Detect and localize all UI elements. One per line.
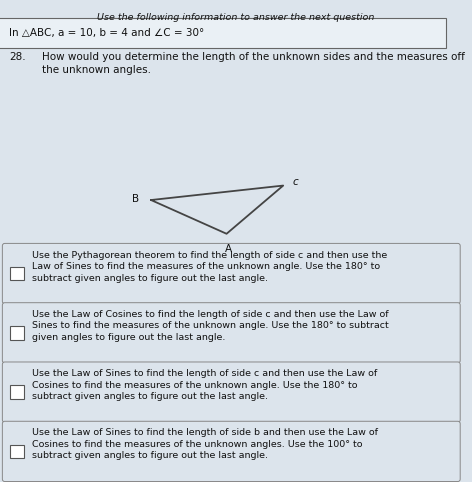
FancyBboxPatch shape: [2, 362, 460, 422]
Bar: [10, 386, 24, 399]
Text: How would you determine the length of the unknown sides and the measures off
the: How would you determine the length of th…: [42, 52, 465, 75]
Text: 28.: 28.: [9, 52, 26, 62]
FancyBboxPatch shape: [2, 243, 460, 304]
Text: Use the following information to answer the next question: Use the following information to answer …: [97, 13, 375, 23]
Bar: [10, 326, 24, 339]
FancyBboxPatch shape: [2, 303, 460, 363]
FancyBboxPatch shape: [0, 18, 446, 48]
Text: In △ABC, a = 10, b = 4 and ∠C = 30°: In △ABC, a = 10, b = 4 and ∠C = 30°: [9, 28, 205, 38]
Bar: [10, 444, 24, 458]
Text: A: A: [225, 244, 233, 254]
Bar: [10, 267, 24, 281]
Text: c: c: [293, 177, 298, 187]
Text: Use the Pythagorean theorem to find the length of side c and then use the
Law of: Use the Pythagorean theorem to find the …: [32, 251, 388, 282]
Text: Use the Law of Cosines to find the length of side c and then use the Law of
Sine: Use the Law of Cosines to find the lengt…: [32, 310, 389, 342]
Text: Use the Law of Sines to find the length of side b and then use the Law of
Cosine: Use the Law of Sines to find the length …: [32, 428, 378, 460]
Text: Use the Law of Sines to find the length of side c and then use the Law of
Cosine: Use the Law of Sines to find the length …: [32, 369, 377, 401]
Text: B: B: [132, 194, 139, 203]
FancyBboxPatch shape: [2, 421, 460, 482]
